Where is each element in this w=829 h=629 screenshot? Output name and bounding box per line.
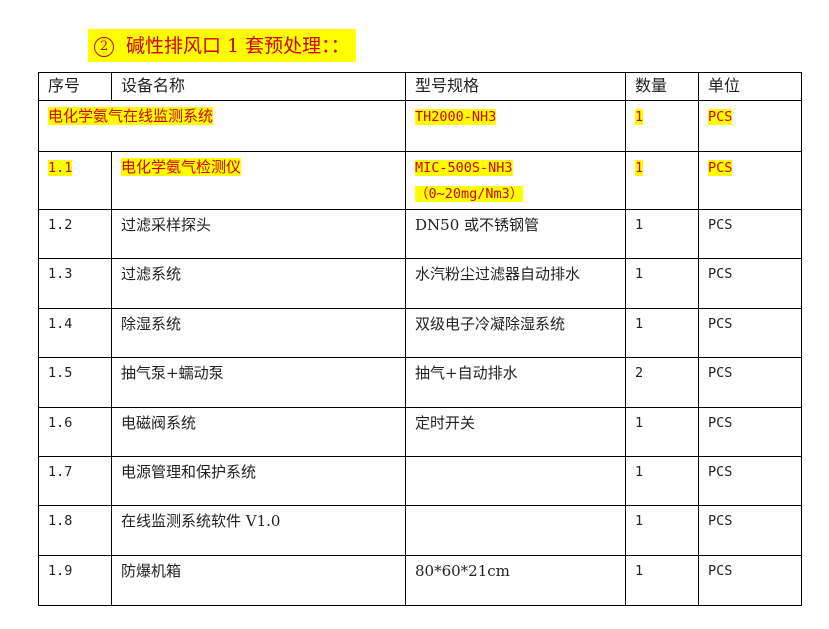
row-no: 1.4 — [38, 308, 112, 358]
header-cell: 型号规格 — [405, 72, 626, 101]
row-model: 定时开关 — [405, 407, 626, 457]
row-no: 1.2 — [38, 209, 112, 259]
table-row: 1.8 在线监测系统软件 V1.0 1 PCS — [38, 505, 802, 556]
row-no: 1.5 — [38, 357, 112, 408]
row-no: 1.6 — [38, 407, 112, 457]
row-model-range: （0~20mg/Nm3） — [415, 186, 524, 202]
row-unit: PCS — [698, 209, 802, 259]
row-no: 1.3 — [38, 258, 112, 309]
row-model: 水汽粉尘过滤器自动排水 — [405, 258, 626, 309]
row-unit: PCS — [698, 357, 802, 408]
table-row: 1.6 电磁阀系统 定时开关 1 PCS — [38, 407, 802, 457]
row-qty: 1 — [625, 209, 699, 259]
system-model: TH2000-NH3 — [415, 109, 497, 125]
table-row: 1.4 除湿系统 双级电子冷凝除湿系统 1 PCS — [38, 308, 802, 358]
row-no: 1.1 — [48, 160, 73, 176]
row-name: 抽气泵+蠕动泵 — [111, 357, 406, 408]
row-no: 1.9 — [38, 555, 112, 606]
row-name: 过滤采样探头 — [111, 209, 406, 259]
header-cell: 数量 — [625, 72, 699, 101]
table-row: 1.7 电源管理和保护系统 1 PCS — [38, 456, 802, 506]
circled-number: 2 — [94, 37, 114, 57]
equipment-table: 序号 设备名称 型号规格 数量 单位 电化学氨气在线监测系统 TH2000-NH… — [38, 72, 802, 606]
row-name: 电化学氨气检测仪 — [121, 158, 242, 176]
row-unit: PCS — [698, 456, 802, 506]
system-qty: 1 — [635, 109, 644, 125]
row-name: 防爆机箱 — [111, 555, 406, 606]
row-qty: 1 — [625, 407, 699, 457]
row-qty: 1 — [625, 308, 699, 358]
row-model: MIC-500S-NH3 — [415, 160, 513, 176]
section-heading: 2 碱性排风口 1 套预处理：： — [88, 29, 356, 62]
row-unit: PCS — [708, 160, 733, 176]
row-model: 80*60*21cm — [405, 555, 626, 606]
table-header-row: 序号 设备名称 型号规格 数量 单位 — [38, 72, 802, 101]
table-row: 1.2 过滤采样探头 DN50 或不锈钢管 1 PCS — [38, 209, 802, 259]
row-unit: PCS — [698, 258, 802, 309]
header-cell: 单位 — [698, 72, 802, 101]
row-model: DN50 或不锈钢管 — [405, 209, 626, 259]
header-cell: 设备名称 — [111, 72, 406, 101]
table-row: 1.1 电化学氨气检测仪 MIC-500S-NH3 （0~20mg/Nm3） 1 … — [38, 151, 802, 210]
row-name: 电磁阀系统 — [111, 407, 406, 457]
system-unit: PCS — [708, 109, 733, 125]
system-row: 电化学氨气在线监测系统 TH2000-NH3 1 PCS — [38, 100, 802, 152]
table-row: 1.3 过滤系统 水汽粉尘过滤器自动排水 1 PCS — [38, 258, 802, 309]
row-no: 1.7 — [38, 456, 112, 506]
row-unit: PCS — [698, 505, 802, 556]
row-name: 除湿系统 — [111, 308, 406, 358]
system-name: 电化学氨气在线监测系统 — [48, 107, 214, 125]
row-model — [405, 456, 626, 506]
row-qty: 1 — [625, 258, 699, 309]
row-qty: 1 — [625, 456, 699, 506]
row-qty: 2 — [625, 357, 699, 408]
row-qty: 1 — [625, 505, 699, 556]
row-no: 1.8 — [38, 505, 112, 556]
row-qty: 1 — [625, 555, 699, 606]
header-cell: 序号 — [38, 72, 112, 101]
table-row: 1.9 防爆机箱 80*60*21cm 1 PCS — [38, 555, 802, 606]
row-model: 双级电子冷凝除湿系统 — [405, 308, 626, 358]
row-name: 在线监测系统软件 V1.0 — [111, 505, 406, 556]
heading-text: 碱性排风口 1 套预处理：： — [126, 35, 350, 57]
row-model: 抽气+自动排水 — [405, 357, 626, 408]
row-unit: PCS — [698, 308, 802, 358]
row-qty: 1 — [635, 160, 644, 176]
row-name: 电源管理和保护系统 — [111, 456, 406, 506]
row-model — [405, 505, 626, 556]
table-row: 1.5 抽气泵+蠕动泵 抽气+自动排水 2 PCS — [38, 357, 802, 408]
row-unit: PCS — [698, 407, 802, 457]
row-unit: PCS — [698, 555, 802, 606]
row-name: 过滤系统 — [111, 258, 406, 309]
